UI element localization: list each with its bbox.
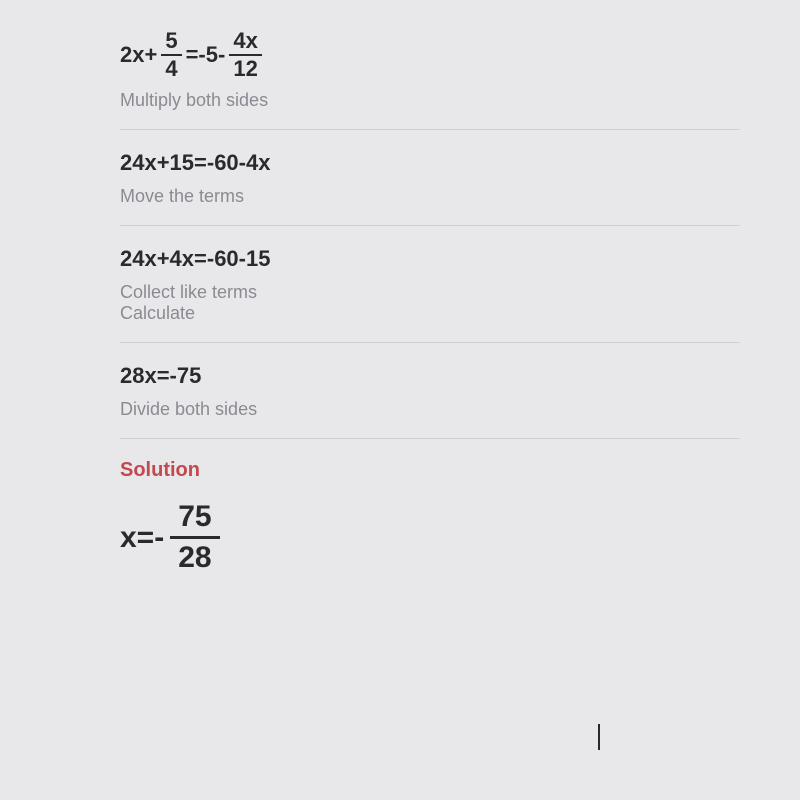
solution-prefix: x=- [120,521,164,555]
step-3: 24x+4x=-60-15 Collect like terms Calcula… [120,246,740,343]
solution-equation: x=- 75 28 [120,502,740,573]
eq1-frac1: 5 4 [161,30,181,80]
instruction-3a: Collect like terms [120,282,740,303]
eq1-left: 2x+ [120,42,157,68]
eq1-frac2-num: 4x [229,30,261,56]
step-2: 24x+15=-60-4x Move the terms [120,150,740,226]
solution-frac: 75 28 [170,502,219,573]
solution-frac-den: 28 [170,539,219,573]
step-4: 28x=-75 Divide both sides [120,363,740,439]
eq1-middle: =-5- [186,42,226,68]
equation-3: 24x+4x=-60-15 [120,246,740,272]
solution-section: Solution x=- 75 28 [120,459,740,591]
eq1-frac2-den: 12 [229,56,261,80]
equation-4: 28x=-75 [120,363,740,389]
step-1: 2x+ 5 4 =-5- 4x 12 Multiply both sides [120,30,740,130]
eq1-frac2: 4x 12 [229,30,261,80]
solution-frac-num: 75 [170,502,219,539]
instruction-3b: Calculate [120,303,740,324]
text-cursor [598,724,600,750]
equation-2: 24x+15=-60-4x [120,150,740,176]
eq1-frac1-num: 5 [161,30,181,56]
instruction-2: Move the terms [120,186,740,207]
equation-1: 2x+ 5 4 =-5- 4x 12 [120,30,740,80]
instruction-4: Divide both sides [120,399,740,420]
instruction-1: Multiply both sides [120,90,740,111]
eq1-frac1-den: 4 [161,56,181,80]
solution-label: Solution [120,459,740,482]
